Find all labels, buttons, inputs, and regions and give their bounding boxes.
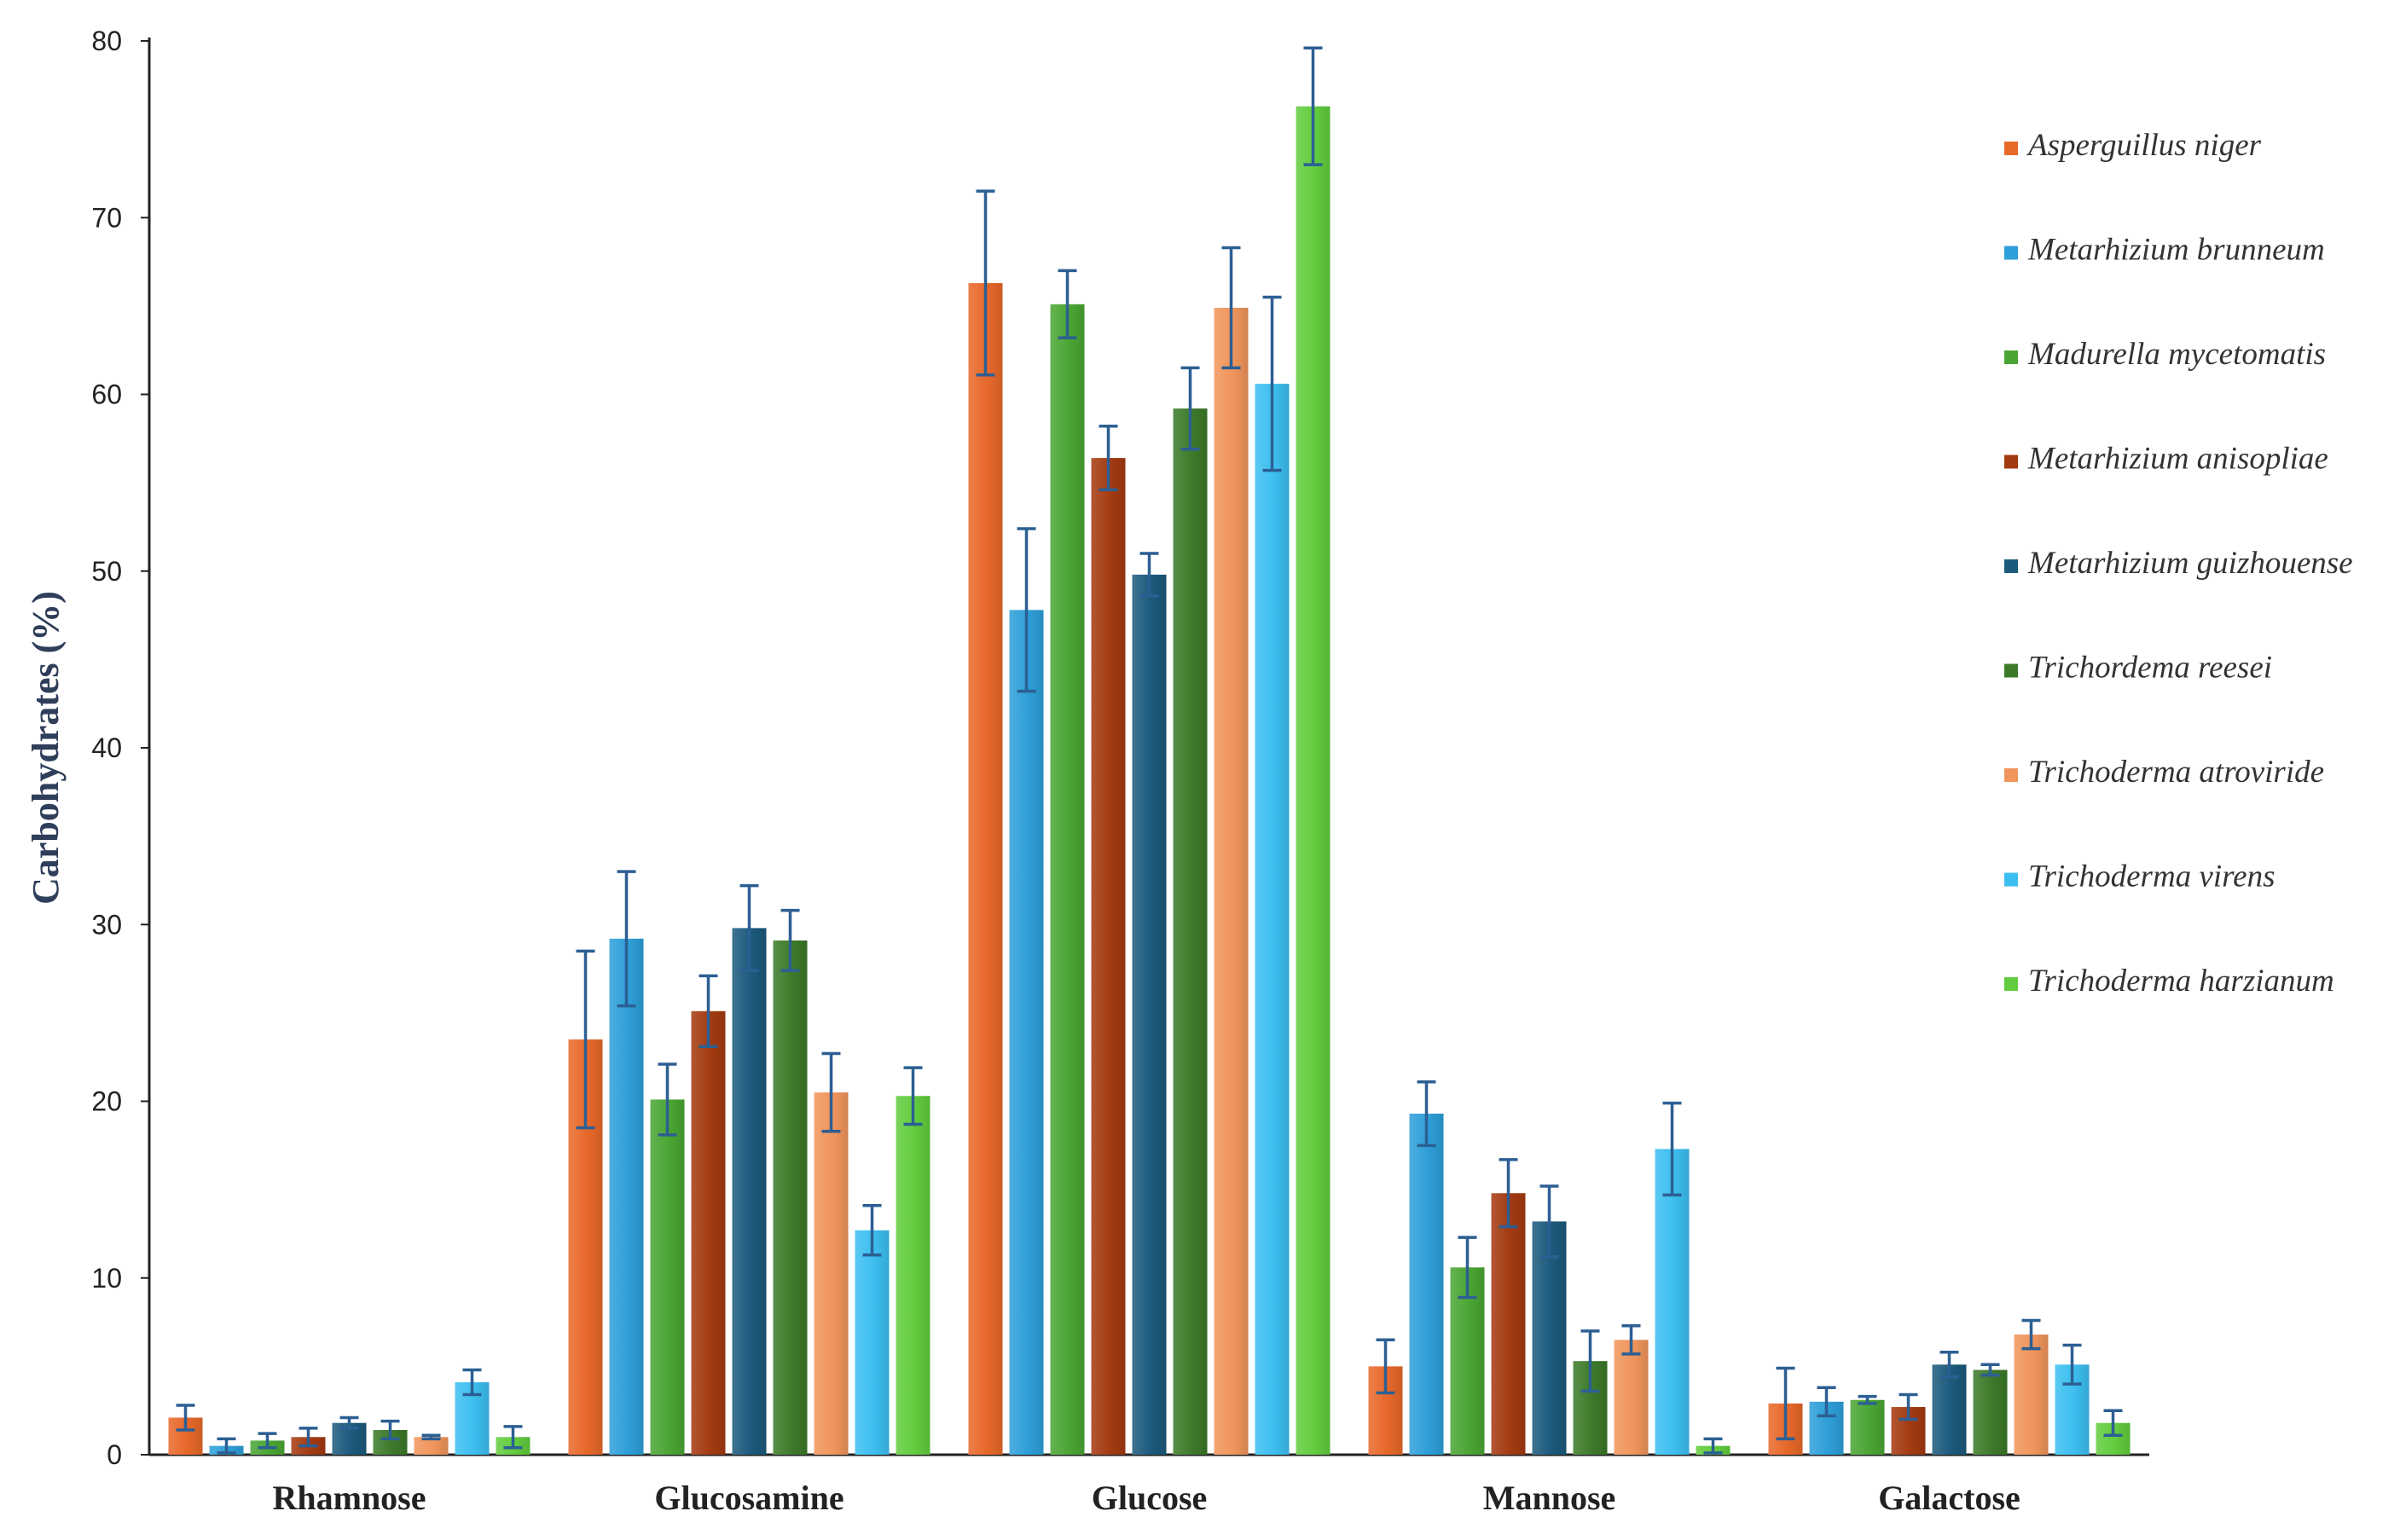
legend: Asperguillus niger Metarhizium brunneum Ma… bbox=[2004, 128, 2353, 999]
bar bbox=[1850, 1399, 1885, 1455]
bars bbox=[168, 46, 2131, 1456]
y-tick-label: 70 bbox=[91, 202, 122, 233]
legend-label: Madurella mycetomatis bbox=[2027, 337, 2326, 372]
y-axis: 0 10 20 30 40 50 60 70 80 bbox=[91, 26, 151, 1470]
x-category-label: Glucosamine bbox=[654, 1479, 844, 1517]
bar bbox=[1009, 610, 1044, 1455]
y-axis-label: Carbohydrates (%) bbox=[25, 591, 67, 905]
y-tick-label: 80 bbox=[91, 26, 122, 56]
bar bbox=[650, 1099, 685, 1455]
y-tick-label: 0 bbox=[107, 1439, 122, 1470]
bar bbox=[1132, 574, 1167, 1455]
legend-swatch bbox=[2004, 559, 2018, 573]
y-tick-label: 20 bbox=[91, 1086, 122, 1117]
legend-swatch bbox=[2004, 246, 2018, 260]
legend-label: Metarhizium guizhouense bbox=[2027, 546, 2353, 581]
bar bbox=[773, 940, 808, 1455]
bar bbox=[1214, 307, 1249, 1455]
legend-label: Trichoderma virens bbox=[2028, 860, 2275, 894]
x-category-label: Galactose bbox=[1878, 1479, 2020, 1517]
bar bbox=[1491, 1193, 1526, 1455]
y-tick-label: 10 bbox=[91, 1263, 122, 1294]
bar bbox=[1173, 408, 1208, 1456]
legend-label: Trichoderma harzianum bbox=[2028, 964, 2334, 999]
bar bbox=[1050, 304, 1085, 1455]
y-tick-label: 50 bbox=[91, 556, 122, 587]
bar bbox=[855, 1230, 890, 1455]
legend-swatch bbox=[2004, 454, 2018, 469]
bar bbox=[1932, 1364, 1967, 1455]
legend-swatch bbox=[2004, 977, 2018, 991]
bar bbox=[1091, 458, 1126, 1455]
legend-label: Metarhizium anisopliae bbox=[2027, 442, 2328, 477]
bar bbox=[968, 282, 1003, 1455]
bar bbox=[1409, 1114, 1444, 1455]
bar bbox=[1655, 1149, 1690, 1455]
bar bbox=[1255, 384, 1290, 1456]
legend-swatch bbox=[2004, 768, 2018, 782]
bar bbox=[1973, 1369, 2008, 1455]
x-category-label: Mannose bbox=[1483, 1479, 1616, 1517]
legend-label: Trichoderma atroviride bbox=[2028, 755, 2324, 790]
y-tick-label: 40 bbox=[91, 732, 122, 763]
x-category-label: Glucose bbox=[1092, 1479, 1208, 1517]
bar bbox=[2014, 1334, 2049, 1455]
y-tick-label: 60 bbox=[91, 379, 122, 410]
legend-swatch bbox=[2004, 142, 2018, 155]
x-axis: Rhamnose Glucosamine Glucose Mannose Galacto… bbox=[149, 1453, 2149, 1517]
legend-label: Asperguillus niger bbox=[2026, 128, 2262, 163]
bar bbox=[1296, 106, 1331, 1456]
x-category-label: Rhamnose bbox=[272, 1479, 426, 1517]
y-tick-label: 30 bbox=[91, 909, 122, 940]
legend-swatch bbox=[2004, 663, 2018, 678]
legend-label: Metarhizium brunneum bbox=[2027, 233, 2325, 268]
legend-swatch bbox=[2004, 872, 2018, 887]
bar bbox=[691, 1010, 726, 1455]
bar bbox=[414, 1437, 449, 1455]
bar bbox=[1532, 1221, 1567, 1455]
bar bbox=[732, 928, 767, 1455]
legend-label: Trichordema reesei bbox=[2028, 651, 2272, 686]
bar bbox=[814, 1092, 849, 1455]
bar bbox=[896, 1096, 931, 1455]
legend-swatch bbox=[2004, 350, 2018, 364]
bar bbox=[609, 938, 644, 1455]
bar bbox=[1614, 1340, 1649, 1455]
